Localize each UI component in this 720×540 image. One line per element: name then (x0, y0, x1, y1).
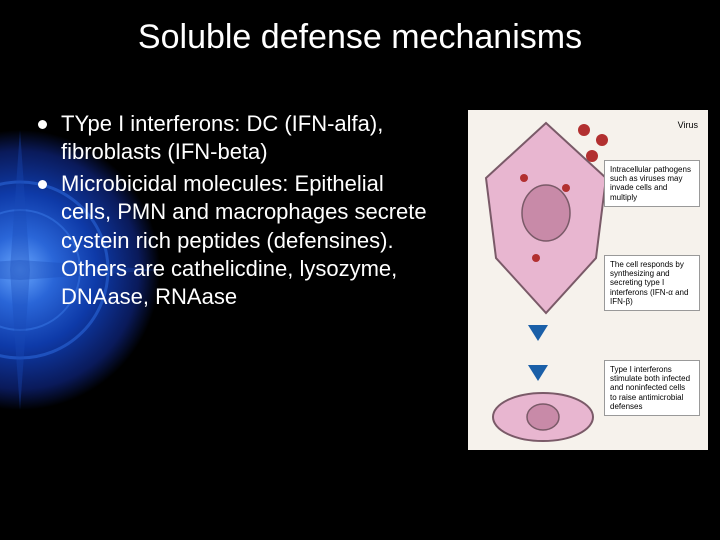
bullet-text: TYpe I interferons: DC (IFN-alfa), fibro… (61, 110, 438, 166)
cell-shape (488, 390, 598, 445)
bullet-text: Microbicidal molecules: Epithelial cells… (61, 170, 438, 311)
callout-box: Type I interferons stimulate both infect… (604, 360, 700, 416)
cell-shape (476, 118, 616, 318)
bullet-icon (38, 180, 47, 189)
arrow-icon (528, 325, 548, 341)
list-item: Microbicidal molecules: Epithelial cells… (38, 170, 438, 311)
list-item: TYpe I interferons: DC (IFN-alfa), fibro… (38, 110, 438, 166)
bullet-list: TYpe I interferons: DC (IFN-alfa), fibro… (38, 110, 438, 315)
slide-title: Soluble defense mechanisms (0, 18, 720, 57)
virus-label: Virus (678, 120, 698, 130)
bullet-icon (38, 120, 47, 129)
arrow-icon (528, 365, 548, 381)
interferon-diagram: Virus Intracellular pathogens such as vi… (468, 110, 708, 450)
callout-box: The cell responds by synthesizing and se… (604, 255, 700, 311)
callout-box: Intracellular pathogens such as viruses … (604, 160, 700, 207)
